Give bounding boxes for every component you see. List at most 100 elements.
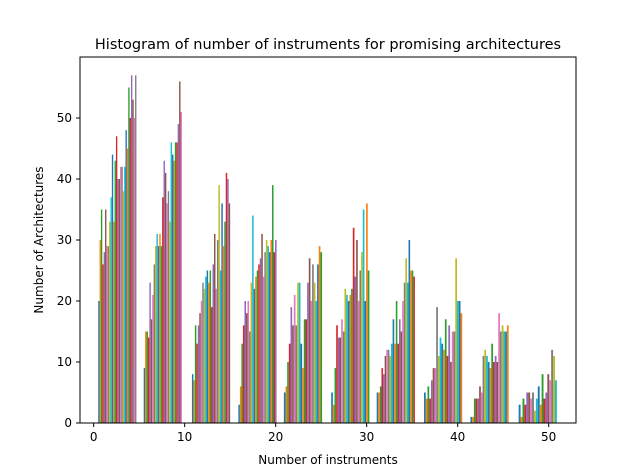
histogram-bar [199,313,201,423]
histogram-bar [256,270,259,423]
histogram-bar [446,355,449,423]
histogram-bar [285,386,288,423]
histogram-bar [359,270,362,423]
histogram-bar [287,362,289,423]
histogram-bar [477,398,480,423]
histogram-bar [439,337,442,423]
histogram-bar [470,416,473,423]
histogram-bar [526,392,529,423]
histogram-bar [541,374,544,423]
histogram-bar [103,252,106,423]
histogram-bar [125,130,127,423]
histogram-bar [167,191,170,423]
histogram-bar [128,87,130,423]
histogram-bar [120,166,122,424]
histogram-bar [354,276,357,423]
histogram-bar [224,221,226,423]
histogram-bar [403,282,406,423]
histogram-bar [302,368,304,423]
histogram-bar [494,355,497,423]
histogram-bar [424,392,426,423]
x-axis: 0 10 20 30 40 50 [90,423,556,444]
histogram-bar [554,380,557,423]
histogram-bar [163,160,165,423]
histogram-bar [106,246,108,423]
histogram-bar [317,264,319,423]
histogram-bar [386,349,388,423]
histogram-bar [543,398,546,423]
histogram-bar [169,221,171,423]
histogram-bar [351,288,353,423]
histogram-bar [346,294,348,423]
histogram-bar [337,337,340,423]
histogram-bar [271,185,274,423]
histogram-bar [528,392,531,423]
histogram-bar [400,331,403,423]
histogram-bar [349,294,352,423]
histogram-bar [132,99,134,423]
histogram-bar [164,172,167,423]
histogram-bar [389,355,392,423]
histogram-bar [197,325,200,423]
histogram-bar [394,343,396,423]
histogram-bar [225,172,228,423]
histogram-bar [145,331,147,423]
histogram-bar [172,154,174,423]
histogram-bar [159,233,161,423]
histogram-bar [209,270,212,423]
bars-group [98,75,557,424]
histogram-bar [441,343,444,423]
histogram-bar [298,282,301,423]
histogram-bar [268,252,271,423]
histogram-bar [162,197,164,423]
histogram-bar [352,227,355,423]
histogram-bar [397,343,399,423]
histogram-bar [489,368,492,423]
histogram-bar [252,215,254,423]
histogram-bar [288,343,291,423]
histogram-bar [533,410,536,423]
histogram-bar [290,307,293,423]
histogram-bar [100,209,103,423]
histogram-bar [391,343,393,423]
histogram-bar [200,301,203,423]
histogram-bar [384,355,387,423]
histogram-bar [110,197,112,423]
histogram-bar [315,301,318,423]
histogram-bar [267,246,269,423]
histogram-bar [342,331,345,423]
x-tick-label: 10 [177,430,192,444]
histogram-bar [213,233,216,423]
histogram-bar [357,301,360,423]
histogram-bar [408,240,411,423]
y-tick-label: 30 [57,233,72,247]
histogram-bar [378,392,380,423]
histogram-bar [379,386,382,423]
histogram-bar [202,282,204,423]
histogram-bar [244,301,246,423]
histogram-bar [180,111,182,424]
histogram-bar [115,136,118,424]
histogram-bar [218,185,220,423]
histogram-bar [479,386,481,423]
histogram-bar [334,368,337,423]
histogram-bar [228,203,231,423]
histogram-bar [361,252,363,423]
histogram-bar [246,313,248,423]
histogram-bar [313,282,316,423]
histogram-bar [99,240,101,423]
histogram-bar [501,325,504,423]
histogram-bar [448,325,451,423]
histogram-bar [227,179,229,423]
histogram-bar [307,282,309,423]
histogram-bar [547,374,550,423]
histogram-bar [150,319,153,423]
histogram-bar [133,118,136,423]
y-tick-label: 0 [64,416,72,430]
histogram-bar [518,404,521,423]
histogram-bar [487,362,490,423]
histogram-bar [255,276,257,423]
histogram-bar [443,349,445,423]
histogram-bar [457,301,459,423]
